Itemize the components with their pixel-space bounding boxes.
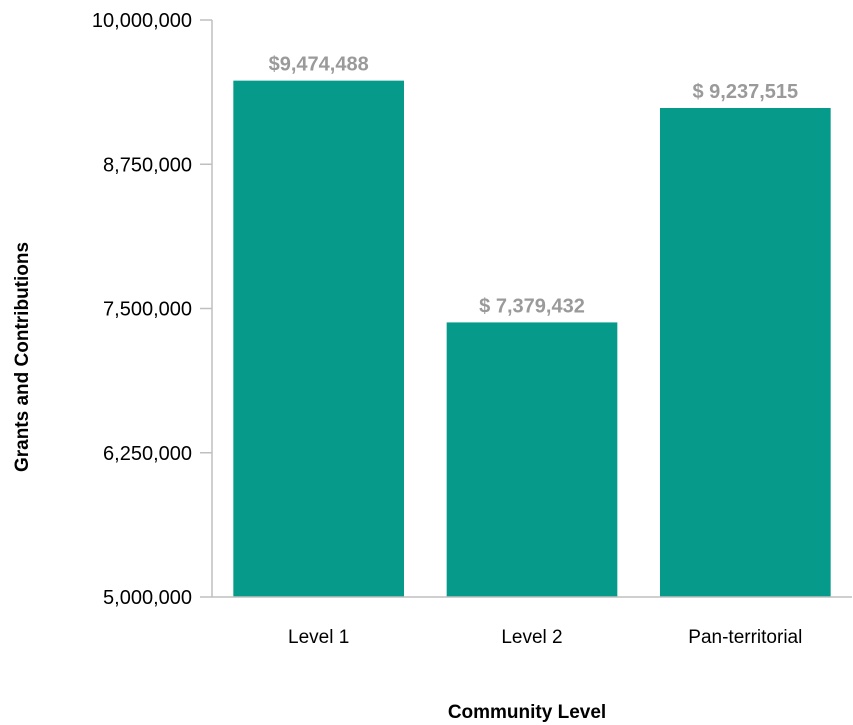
- data-labels-group: $9,474,488 $ 7,379,432 $ 9,237,515: [269, 54, 799, 318]
- x-tick-label: Level 1: [288, 627, 349, 648]
- data-label: $9,474,488: [269, 54, 369, 76]
- x-tick-label: Pan-territorial: [688, 627, 802, 648]
- data-label: $ 7,379,432: [479, 295, 585, 317]
- bar: [446, 322, 618, 597]
- y-axis: 5,000,000 6,250,000 7,500,000 8,750,000 10,0…: [92, 10, 213, 609]
- x-axis: Level 1 Level 2 Pan-territorial: [288, 627, 802, 648]
- bar: [660, 107, 831, 597]
- y-tick-label: 10,000,000: [92, 10, 192, 32]
- y-tick-label: 7,500,000: [103, 299, 192, 321]
- bars-group: [233, 80, 831, 597]
- y-tick-label: 5,000,000: [103, 587, 192, 609]
- y-axis-title: Grants and Contributions: [12, 242, 33, 472]
- y-tick-label: 6,250,000: [103, 443, 192, 465]
- x-axis-title: Community Level: [448, 702, 606, 723]
- bar: [233, 80, 404, 597]
- y-tick-label: 8,750,000: [103, 154, 192, 176]
- data-label: $ 9,237,515: [693, 81, 799, 103]
- x-tick-label: Level 2: [501, 627, 562, 648]
